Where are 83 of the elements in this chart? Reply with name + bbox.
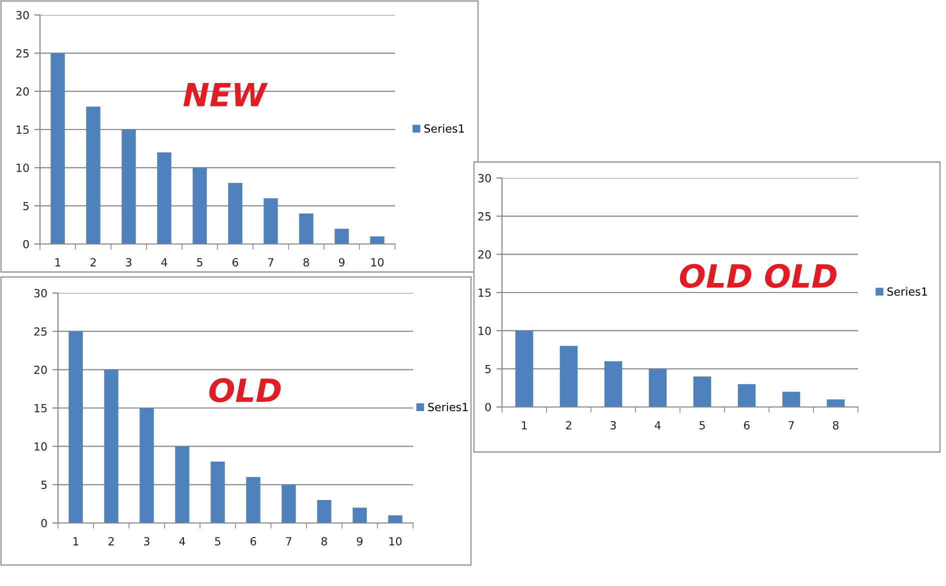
bar: [560, 346, 578, 407]
x-tick-label: 7: [286, 537, 292, 546]
y-tick-label: 5: [485, 364, 491, 374]
bar: [388, 515, 402, 523]
x-tick-label: 8: [321, 537, 328, 546]
y-tick-label: 20: [478, 250, 491, 259]
y-tick-label: 15: [478, 288, 491, 297]
y-tick-label: 15: [16, 126, 29, 134]
bar: [264, 198, 278, 244]
x-tick-label: 6: [232, 258, 238, 266]
bar: [282, 484, 296, 523]
x-tick-label: 2: [566, 421, 572, 430]
y-tick-label: 10: [34, 442, 47, 451]
y-tick-label: 0: [23, 240, 29, 248]
bar: [140, 408, 154, 523]
bar: [68, 331, 83, 523]
x-tick-label: 1: [55, 258, 60, 266]
bar: [738, 384, 756, 407]
bar: [693, 376, 712, 407]
bar: [192, 168, 207, 244]
y-tick-label: 30: [478, 174, 491, 182]
x-tick-label: 2: [90, 258, 96, 266]
x-tick-label: 5: [700, 421, 705, 430]
y-tick-label: 0: [41, 518, 47, 528]
y-tick-label: 5: [23, 202, 29, 210]
x-tick-label: 1: [73, 537, 78, 546]
bar: [515, 330, 534, 407]
x-tick-label: 1: [522, 421, 527, 430]
bar: [352, 508, 367, 523]
x-tick-label: 6: [744, 421, 750, 430]
y-tick-label: 10: [16, 164, 29, 172]
bar: [86, 106, 100, 244]
x-tick-label: 8: [303, 258, 310, 266]
x-tick-label: 2: [108, 537, 114, 546]
annotation: OLD: [209, 378, 281, 402]
y-tick-label: 20: [34, 366, 47, 374]
x-tick-label: 9: [338, 258, 345, 266]
bar: [826, 399, 845, 407]
bar: [157, 152, 172, 244]
x-tick-label: 7: [788, 421, 794, 430]
bar: [210, 462, 225, 523]
x-tick-label: 4: [179, 537, 186, 546]
bar: [122, 130, 136, 244]
bar: [104, 370, 118, 523]
bar: [228, 182, 242, 244]
y-tick-label: 25: [16, 49, 29, 58]
bar: [648, 368, 667, 407]
bar: [370, 236, 384, 244]
legend-label: Series1: [424, 124, 464, 133]
annotation: NEW: [183, 82, 268, 106]
x-tick-label: 3: [610, 421, 616, 430]
x-tick-label: 5: [197, 258, 202, 266]
y-tick-label: 0: [485, 402, 491, 412]
x-tick-label: 10: [389, 537, 402, 546]
y-tick-label: 5: [41, 480, 47, 490]
y-tick-label: 25: [478, 212, 491, 221]
bar: [299, 213, 314, 244]
bar: [782, 392, 800, 407]
x-tick-label: 9: [356, 537, 363, 546]
y-tick-label: 25: [34, 327, 47, 336]
annotation: OLD OLD: [680, 264, 836, 288]
legend-label: Series1: [887, 287, 927, 296]
bar: [604, 361, 622, 407]
bar: [246, 477, 260, 523]
bar: [50, 53, 65, 244]
x-tick-label: 5: [215, 537, 220, 546]
x-tick-label: 7: [268, 258, 274, 266]
x-tick-label: 8: [832, 421, 839, 430]
legend-label: Series1: [428, 402, 468, 412]
y-tick-label: 30: [16, 10, 29, 20]
y-tick-label: 10: [478, 326, 491, 336]
x-tick-label: 10: [371, 258, 384, 266]
bar: [175, 446, 190, 523]
x-tick-label: 3: [126, 258, 132, 266]
x-tick-label: 4: [161, 258, 168, 266]
x-tick-label: 4: [654, 421, 661, 430]
bar: [334, 228, 349, 244]
bar: [317, 500, 332, 523]
y-tick-label: 20: [16, 87, 29, 96]
x-tick-label: 3: [144, 537, 150, 546]
y-tick-label: 15: [34, 404, 47, 412]
y-tick-label: 30: [34, 288, 47, 298]
x-tick-label: 6: [250, 537, 256, 546]
